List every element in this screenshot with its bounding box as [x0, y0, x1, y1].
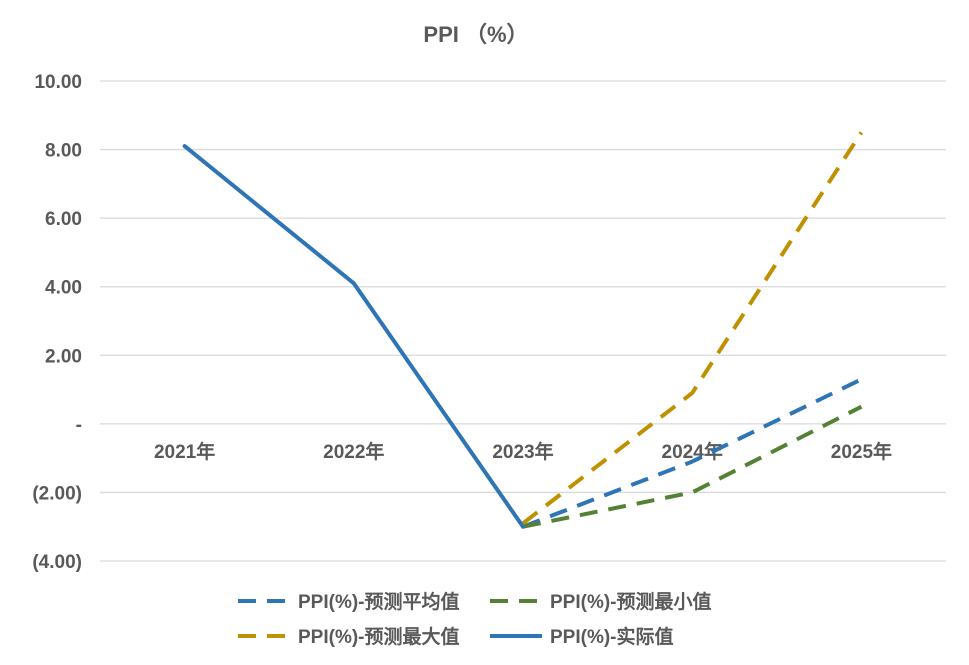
- legend: PPI(%)-预测平均值 PPI(%)-预测最小值 PPI(%)-预测最大值 PPI(…: [238, 590, 712, 648]
- y-tick-label: (2.00): [32, 483, 82, 504]
- y-tick-label: 6.00: [45, 209, 82, 230]
- y-tick-label: 2.00: [45, 346, 82, 367]
- x-tick-label: 2022年: [323, 440, 384, 463]
- legend-label: PPI(%)-预测最大值: [298, 625, 460, 648]
- x-tick-label: 2024年: [662, 440, 723, 463]
- legend-label: PPI(%)-预测最小值: [550, 590, 712, 613]
- legend-label: PPI(%)-预测平均值: [298, 590, 460, 613]
- x-tick-label: 2021年: [154, 440, 215, 463]
- series-line: [522, 404, 863, 529]
- x-axis-ticks: 2021年 2022年 2023年 2024年 2025年: [154, 440, 892, 463]
- x-tick-label: 2025年: [831, 440, 892, 463]
- series-line: [182, 144, 525, 529]
- series-lines: [182, 131, 864, 529]
- chart-title: PPI （%）: [423, 22, 528, 47]
- y-tick-label: 10.00: [34, 72, 82, 93]
- y-axis-ticks: 10.00 8.00 6.00 4.00 2.00 - (2.00) (4.00): [32, 72, 82, 573]
- y-tick-label: 4.00: [45, 278, 82, 299]
- grid: [100, 80, 946, 562]
- x-tick-label: 2023年: [492, 440, 553, 463]
- y-tick-label: -: [76, 415, 82, 436]
- y-tick-label: (4.00): [32, 552, 82, 573]
- series-line: [522, 377, 863, 529]
- legend-label: PPI(%)-实际值: [550, 625, 674, 648]
- series-line: [521, 131, 864, 525]
- y-tick-label: 8.00: [45, 141, 82, 162]
